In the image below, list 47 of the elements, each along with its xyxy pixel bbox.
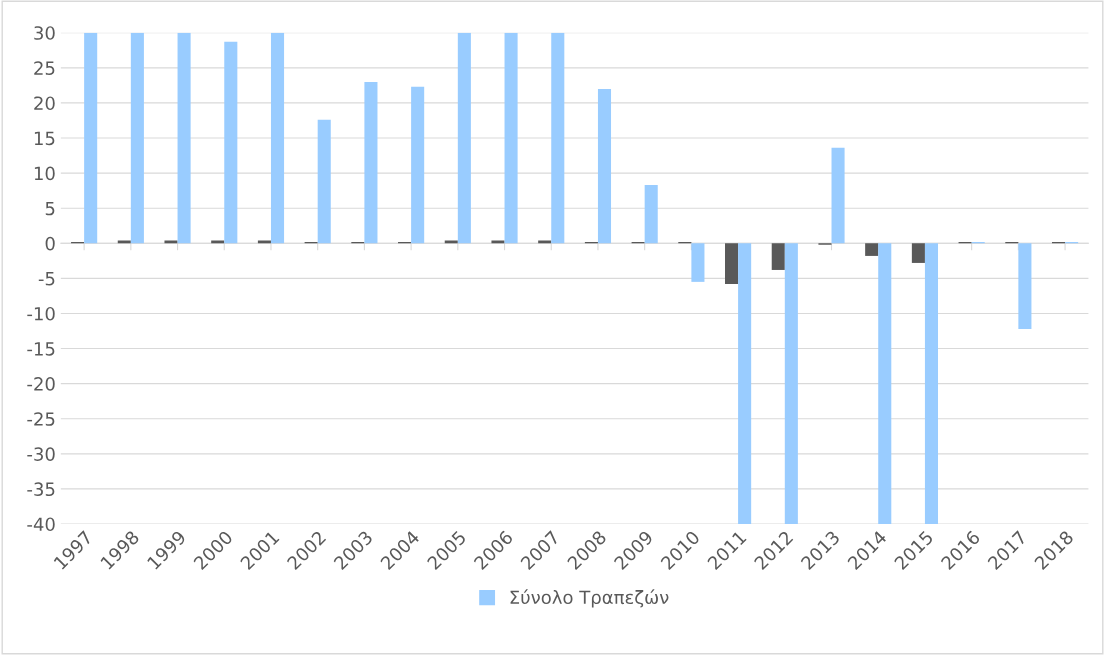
y-tick-label: -30 — [27, 447, 55, 461]
bar — [1018, 243, 1032, 329]
y-tick-label: 10 — [34, 166, 55, 181]
bar — [865, 243, 879, 256]
y-tick-label: 30 — [34, 26, 55, 40]
bar — [691, 243, 705, 282]
y-tick-label: -20 — [27, 377, 55, 391]
bar — [84, 32, 98, 244]
bar — [177, 32, 191, 244]
bar — [911, 243, 925, 263]
bar — [411, 86, 425, 244]
y-tick-label: 15 — [34, 131, 55, 146]
legend-label: Σύνολο Τραπεζών — [510, 589, 669, 608]
bar — [644, 185, 658, 244]
bar — [924, 243, 939, 524]
bar — [725, 243, 739, 284]
bar — [444, 240, 458, 244]
bar — [457, 32, 471, 244]
y-tick-label: -10 — [27, 306, 55, 321]
bar — [224, 41, 238, 244]
y-tick-label: -15 — [27, 342, 55, 356]
y-tick-label: 25 — [34, 61, 55, 75]
bar — [317, 119, 331, 244]
bar — [551, 32, 565, 244]
bar — [270, 32, 285, 244]
y-tick-label: -25 — [27, 412, 55, 426]
bar — [597, 88, 612, 244]
bar — [164, 240, 178, 244]
bar — [130, 32, 144, 244]
bar — [257, 240, 271, 244]
bar — [538, 240, 552, 244]
bar — [878, 243, 892, 524]
bar — [364, 81, 378, 244]
bar — [117, 240, 131, 244]
bar — [504, 32, 518, 244]
bar — [211, 240, 225, 244]
bar — [738, 243, 752, 524]
y-tick-label: -35 — [27, 482, 55, 497]
y-tick-label: 20 — [34, 96, 55, 111]
bar — [784, 243, 798, 524]
bar — [831, 147, 845, 244]
y-tick-label: -5 — [38, 272, 55, 286]
y-tick-label: 5 — [45, 201, 55, 216]
y-tick-label: 0 — [45, 236, 55, 251]
bar — [771, 243, 785, 270]
y-tick-label: -40 — [27, 517, 55, 532]
bar — [491, 240, 505, 244]
